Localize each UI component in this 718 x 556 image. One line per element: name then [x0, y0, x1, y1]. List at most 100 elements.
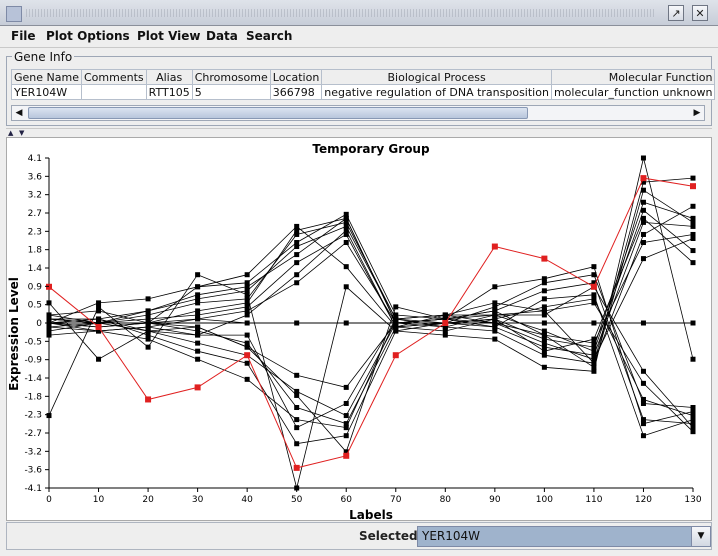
- data-point: [640, 421, 646, 427]
- data-point: [244, 300, 250, 306]
- data-point: [393, 312, 399, 318]
- data-point: [244, 320, 250, 326]
- data-point: [244, 296, 250, 302]
- plot-panel: Temporary Group Labels Expression Level …: [6, 137, 712, 522]
- data-point: [591, 264, 597, 270]
- data-point: [690, 421, 696, 427]
- menu-plot-options[interactable]: Plot Options: [46, 29, 130, 43]
- collapse-up-icon[interactable]: ▲: [8, 129, 14, 137]
- series-line: [48, 201, 694, 348]
- data-point: [195, 292, 201, 298]
- data-point: [195, 356, 201, 362]
- series-line: [48, 177, 694, 364]
- data-point: [343, 449, 349, 455]
- data-point: [294, 231, 300, 237]
- scroll-left-icon[interactable]: ◀: [15, 108, 23, 118]
- gene-info-table: Gene Name Comments Alias Chromosome Loca…: [11, 69, 716, 100]
- data-point: [195, 300, 201, 306]
- data-point: [195, 328, 201, 334]
- restore-icon[interactable]: ↗: [668, 5, 684, 21]
- data-point: [541, 288, 547, 294]
- y-tick-label: 0.5: [28, 301, 42, 311]
- data-point: [640, 433, 646, 439]
- selected-gene-combo[interactable]: YER104W ▼: [417, 526, 711, 547]
- y-tick-label: 2.7: [28, 209, 42, 219]
- highlight-data-point: [343, 452, 350, 459]
- scroll-right-icon[interactable]: ▶: [693, 108, 701, 118]
- series-line: [48, 282, 694, 424]
- scroll-thumb[interactable]: [28, 107, 528, 119]
- menu-data[interactable]: Data: [206, 29, 238, 43]
- data-point: [690, 356, 696, 362]
- data-point: [294, 417, 300, 423]
- col-location[interactable]: Location: [269, 69, 323, 85]
- menu-search[interactable]: Search: [246, 29, 293, 43]
- selected-label: Selected:: [359, 529, 423, 543]
- data-point: [294, 240, 300, 246]
- col-molecular-function[interactable]: Molecular Function: [550, 69, 716, 85]
- data-point: [244, 292, 250, 298]
- col-comments[interactable]: Comments: [80, 69, 147, 85]
- y-tick-label: 0.9: [28, 282, 43, 292]
- data-point: [541, 352, 547, 358]
- data-point: [442, 316, 448, 322]
- data-point: [96, 316, 102, 322]
- cell-biological-process[interactable]: negative regulation of DNA transposition: [321, 84, 552, 100]
- horizontal-scrollbar[interactable]: ◀ ▶: [11, 105, 705, 121]
- menu-file[interactable]: File: [11, 29, 36, 43]
- data-point: [145, 332, 151, 338]
- menu-plot-view[interactable]: Plot View: [137, 29, 201, 43]
- data-point: [640, 417, 646, 423]
- data-point: [492, 328, 498, 334]
- data-point: [244, 360, 250, 366]
- data-point: [541, 312, 547, 318]
- collapse-down-icon[interactable]: ▼: [19, 129, 25, 137]
- data-point: [343, 425, 349, 431]
- data-point: [343, 240, 349, 246]
- data-point: [690, 223, 696, 229]
- data-point: [640, 320, 646, 326]
- y-tick-label: -0.9: [24, 356, 42, 366]
- series-line: [48, 294, 694, 437]
- data-point: [591, 352, 597, 358]
- cell-gene-name[interactable]: YER104W: [11, 84, 82, 100]
- cell-molecular-function[interactable]: molecular_function unknown: [550, 84, 716, 100]
- data-point: [195, 308, 201, 314]
- data-point: [640, 256, 646, 262]
- data-point: [541, 336, 547, 342]
- cell-chromosome[interactable]: 5: [191, 84, 271, 100]
- col-biological-process[interactable]: Biological Process: [321, 69, 552, 85]
- data-point: [690, 425, 696, 431]
- x-tick-label: 110: [585, 495, 602, 505]
- data-point: [294, 227, 300, 233]
- data-point: [640, 240, 646, 246]
- close-icon[interactable]: ✕: [692, 5, 708, 21]
- cell-alias[interactable]: RTT105: [145, 84, 193, 100]
- data-point: [96, 320, 102, 326]
- data-point: [294, 252, 300, 258]
- table-row[interactable]: YER104W RTT105 5 366798 negative regulat…: [11, 84, 716, 100]
- y-tick-label: -3.2: [24, 447, 42, 457]
- x-tick-label: 100: [536, 495, 553, 505]
- cell-location[interactable]: 366798: [269, 84, 323, 100]
- data-point: [343, 215, 349, 221]
- highlight-data-point: [442, 320, 449, 326]
- data-point: [46, 413, 52, 419]
- data-point: [591, 360, 597, 366]
- data-point: [591, 340, 597, 346]
- highlight-data-point: [392, 352, 399, 359]
- data-point: [343, 223, 349, 229]
- col-gene-name[interactable]: Gene Name: [11, 69, 82, 85]
- data-point: [244, 376, 250, 382]
- chevron-down-icon[interactable]: ▼: [691, 527, 710, 546]
- data-point: [690, 219, 696, 225]
- data-point: [690, 429, 696, 435]
- data-point: [492, 316, 498, 322]
- col-alias[interactable]: Alias: [145, 69, 193, 85]
- y-tick-label: -4.1: [24, 484, 42, 494]
- y-axis-label: Expression Level: [7, 277, 21, 391]
- col-chromosome[interactable]: Chromosome: [191, 69, 271, 85]
- data-point: [244, 304, 250, 310]
- cell-comments[interactable]: [80, 84, 147, 100]
- data-point: [195, 312, 201, 318]
